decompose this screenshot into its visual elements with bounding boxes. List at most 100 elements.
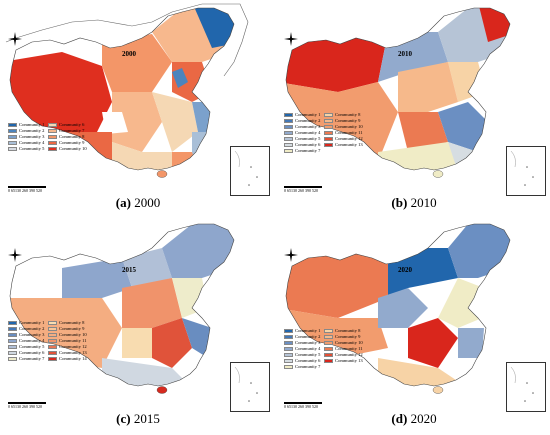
map-year-label: 2015 [122, 266, 136, 274]
legend-item: Community 6 [8, 350, 44, 356]
legend-label: Community 8 [59, 320, 85, 325]
legend-item: Community 9 [324, 118, 363, 124]
legend-swatch [8, 356, 17, 362]
legend-label: Community 10 [335, 124, 363, 129]
legend-label: Community 4 [295, 130, 321, 135]
legend-label: Community 11 [335, 130, 363, 135]
scale-bar: 0 65130 260 390 520 [8, 402, 46, 409]
legend-swatch [284, 334, 293, 340]
legend-swatch [48, 344, 57, 350]
panel-caption: (b) 2010 [391, 195, 437, 210]
legend-label: Community 4 [19, 140, 45, 145]
legend-swatch [284, 130, 293, 136]
legend-label: Community 12 [335, 136, 363, 141]
legend-swatch [324, 358, 333, 364]
legend-swatch [284, 124, 293, 130]
scale-bar: 0 65130 260 390 520 [284, 186, 322, 193]
map-year-label: 2020 [398, 266, 412, 274]
legend-item: Community 2 [284, 118, 320, 124]
legend-swatch [8, 332, 17, 338]
legend-item: Community 10 [48, 146, 87, 152]
map-panel-2000: 2000 Community 1 Community 2 Community 3 Co… [2, 2, 274, 217]
legend-swatch [8, 320, 17, 326]
legend-swatch [8, 326, 17, 332]
legend-item: Community 1 [8, 320, 44, 326]
legend-swatch [48, 140, 57, 146]
choropleth-map-2015 [9, 223, 235, 394]
legend-label: Community 3 [295, 124, 321, 129]
legend-swatch [324, 328, 333, 334]
legend-swatch [284, 148, 293, 154]
legend-item: Community 4 [8, 140, 44, 146]
legend-item: Community 10 [48, 332, 87, 338]
legend-item: Community 12 [324, 352, 363, 358]
south-china-sea-inset [506, 362, 546, 412]
legend-item: Community 14 [48, 356, 87, 362]
north-arrow-icon [284, 248, 298, 262]
map-year-label: 2010 [398, 50, 412, 58]
legend-item: Community 3 [8, 134, 44, 140]
legend-item: Community 9 [48, 140, 87, 146]
legend-label: Community 10 [335, 340, 363, 345]
legend-label: Community 13 [335, 142, 363, 147]
legend-swatch [8, 122, 17, 128]
panel-caption: (d) 2020 [391, 411, 437, 426]
legend-swatch [8, 128, 17, 134]
legend-item: Community 7 [48, 128, 87, 134]
legend-label: Community 14 [59, 356, 87, 361]
legend-item: Community 4 [284, 130, 320, 136]
legend-item: Community 2 [8, 128, 44, 134]
legend-label: Community 5 [295, 352, 321, 357]
legend-label: Community 9 [335, 118, 361, 123]
legend-item: Community 3 [8, 332, 44, 338]
panel-caption: (a) 2000 [115, 195, 161, 210]
north-arrow-icon [8, 32, 22, 46]
legend-swatch [48, 326, 57, 332]
map-panel-2015: 2015 Community 1 Community 2 Community 3 Co… [2, 218, 274, 433]
legend-swatch [48, 128, 57, 134]
legend-item: Community 4 [8, 338, 44, 344]
legend-label: Community 1 [19, 122, 45, 127]
south-china-sea-inset [230, 146, 270, 196]
legend-item: Community 13 [324, 358, 363, 364]
legend-label: Community 9 [335, 334, 361, 339]
legend-swatch [8, 134, 17, 140]
north-arrow-icon [284, 32, 298, 46]
legend-label: Community 7 [59, 128, 85, 133]
legend-swatch [284, 346, 293, 352]
legend-swatch [48, 134, 57, 140]
legend-label: Community 11 [335, 346, 363, 351]
legend-label: Community 9 [59, 326, 85, 331]
legend-item: Community 9 [48, 326, 87, 332]
legend-label: Community 7 [295, 148, 321, 153]
legend-item: Community 8 [48, 320, 87, 326]
legend-label: Community 6 [59, 122, 85, 127]
legend-item: Community 7 [8, 356, 44, 362]
legend-label: Community 8 [335, 112, 361, 117]
legend-item: Community 12 [324, 136, 363, 142]
legend-swatch [284, 136, 293, 142]
legend-item: Community 3 [284, 340, 320, 346]
legend-item: Community 5 [284, 352, 320, 358]
legend-item: Community 8 [48, 134, 87, 140]
legend-swatch [8, 140, 17, 146]
legend-swatch [324, 136, 333, 142]
legend-item: Community 5 [8, 146, 44, 152]
legend-swatch [284, 142, 293, 148]
legend-label: Community 13 [335, 358, 363, 363]
legend-swatch [284, 364, 293, 370]
legend-label: Community 3 [295, 340, 321, 345]
legend-swatch [324, 118, 333, 124]
legend-item: Community 1 [284, 112, 320, 118]
legend-item: Community 6 [48, 122, 87, 128]
legend-label: Community 11 [59, 338, 87, 343]
legend-swatch [284, 328, 293, 334]
legend-item: Community 2 [284, 334, 320, 340]
legend-item: Community 5 [8, 344, 44, 350]
choropleth-map-2020 [285, 223, 511, 394]
legend-swatch [284, 112, 293, 118]
map-year-label: 2000 [122, 50, 136, 58]
legend-item: Community 9 [324, 334, 363, 340]
legend-item: Community 11 [324, 130, 363, 136]
south-china-sea-inset [506, 146, 546, 196]
